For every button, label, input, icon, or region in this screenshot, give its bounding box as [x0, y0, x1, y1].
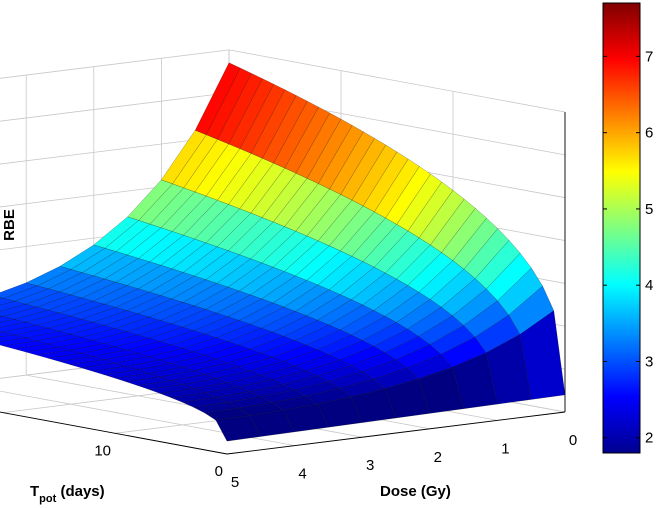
colorbar-tick-label: 5 [645, 201, 653, 218]
z-axis-label: RBE [1, 209, 18, 241]
back-wall-gridline [0, 49, 230, 79]
axis-line [0, 411, 228, 455]
colorbar-tick-label: 3 [645, 353, 653, 370]
x-tick-label: 4 [298, 466, 306, 483]
colorbar-tick-label: 4 [645, 277, 653, 294]
x-axis-label: Dose (Gy) [380, 483, 451, 500]
y-axis-label: Tpot (days) [30, 483, 105, 505]
y-axis-label-rest: (days) [56, 483, 104, 500]
axis-line [226, 411, 566, 455]
x-tick-label: 5 [231, 474, 239, 491]
colorbar-tick-label: 2 [645, 430, 653, 447]
side-wall-gridline [228, 49, 566, 113]
x-tick-label: 0 [569, 432, 577, 449]
y-tick-label: 10 [94, 442, 111, 459]
colorbar-ticks: 2 3 4 5 6 7 [603, 48, 653, 447]
x-tick-label: 1 [501, 440, 509, 457]
x-tick-label: 2 [434, 449, 442, 466]
axis-ticks: 543210010203012345678 [94, 432, 577, 491]
rbe-surface [0, 62, 566, 442]
y-tick-label: 0 [215, 463, 223, 480]
y-axis-label-main: T [30, 483, 39, 500]
colorbar-tick-label: 6 [645, 125, 653, 142]
back-wall-gridline [0, 92, 230, 122]
colorbar [602, 2, 641, 454]
surface-patch [519, 310, 566, 400]
back-wall-gridline [0, 135, 230, 165]
y-axis-label-sub: pot [39, 493, 56, 505]
surface-patch [0, 297, 5, 300]
colorbar-tick-label: 7 [645, 48, 653, 65]
x-tick-label: 3 [366, 457, 374, 474]
